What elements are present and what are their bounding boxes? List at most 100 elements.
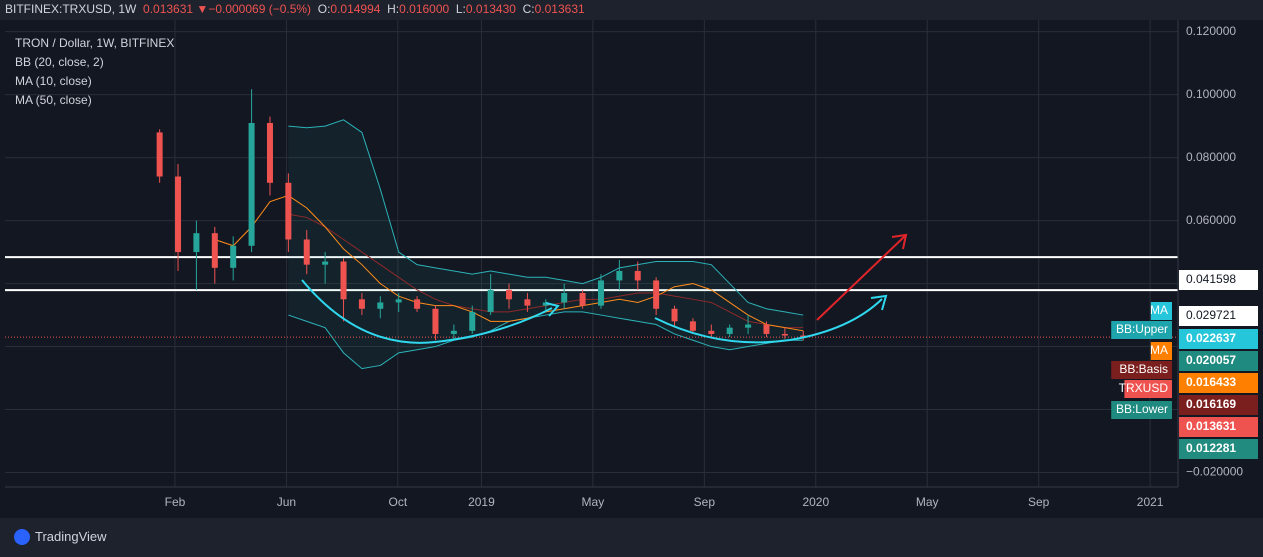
y-tick-label: 0.060000 [1186, 213, 1236, 227]
axis-value-tag [1179, 306, 1258, 326]
candle-body [156, 132, 163, 177]
indicator-line [214, 194, 804, 332]
axis-value-tag [1179, 373, 1258, 393]
open: 0.014994 [330, 2, 381, 16]
candle-body [285, 182, 292, 240]
arrow-head [891, 233, 908, 250]
axis-name-tag [1111, 361, 1172, 379]
candle-body [340, 261, 347, 300]
x-tick-label: Jun [277, 495, 296, 509]
axis-name-label: MA [1150, 303, 1168, 317]
change: −0.000069 (−0.5%) [208, 2, 312, 16]
candle-body [358, 299, 365, 309]
axis-name-tag [1111, 401, 1172, 419]
high: 0.016000 [399, 2, 450, 16]
axis-value-label: 0.016169 [1186, 397, 1236, 411]
candle-body [487, 289, 494, 312]
legend: TRON / Dollar, 1W, BITFINEX BB (20, clos… [15, 34, 174, 110]
candle-body [524, 299, 531, 306]
high-label: H: [387, 2, 400, 16]
legend-item: BB (20, close, 2) [15, 55, 104, 69]
candle-body [211, 233, 218, 268]
axis-name-tag [1150, 342, 1172, 360]
axis-value-label: 0.041598 [1186, 272, 1236, 286]
symbol-header: BITFINEX:TRXUSD, 1W 0.013631 ▼−0.000069 … [5, 2, 585, 16]
x-tick-label: Oct [389, 495, 408, 509]
axis-value-tag [1179, 351, 1258, 371]
x-tick-label: 2021 [1137, 495, 1164, 509]
axis-value-label: 0.013631 [1186, 419, 1236, 433]
legend-item: MA (50, close) [15, 93, 92, 107]
axis-value-tag [1179, 439, 1258, 459]
candle-body [726, 327, 733, 334]
candle-body [781, 333, 788, 336]
candle-body [266, 122, 273, 183]
change-arrow: ▼ [196, 2, 209, 16]
candle-body [634, 270, 641, 281]
candle-body [414, 299, 421, 309]
low-label: L: [455, 2, 466, 16]
y-tick-label: −0.020000 [1186, 465, 1243, 479]
last-price: 0.013631 [143, 2, 194, 16]
axis-name-label: TRXUSD [1119, 381, 1169, 395]
grid [5, 20, 1178, 487]
candle-body [230, 245, 237, 268]
x-tick-label: Sep [1028, 495, 1050, 509]
candle-body [322, 261, 329, 265]
y-tick-label: 0.120000 [1186, 24, 1236, 38]
arrow-head [545, 302, 560, 317]
candle-body [303, 239, 310, 265]
axis-value-tag [1179, 329, 1258, 349]
bottom-bar [0, 518, 1263, 557]
axis-name-label: BB:Lower [1116, 402, 1168, 416]
candle-body [193, 233, 200, 253]
axis-value-label: 0.029721 [1186, 308, 1236, 322]
x-tick-label: Sep [694, 495, 716, 509]
candle-body [506, 289, 513, 300]
candle-body [708, 330, 715, 334]
indicator-line [288, 119, 804, 316]
y-tick-label: 0.080000 [1186, 150, 1236, 164]
candle-body [377, 302, 384, 309]
candle-body [597, 280, 604, 306]
axis-value-tag [1179, 270, 1258, 290]
close: 0.013631 [534, 2, 585, 16]
x-tick-label: 2019 [468, 495, 495, 509]
y-tick-label: 0.100000 [1186, 87, 1236, 101]
annotations [5, 20, 1179, 545]
candle-body [248, 122, 255, 246]
plot [5, 89, 1178, 370]
logo [14, 529, 30, 545]
trend-arrow [816, 235, 906, 321]
top-bar [0, 0, 1263, 20]
legend-item: TRON / Dollar, 1W, BITFINEX [15, 36, 175, 50]
x-tick-label: May [582, 495, 605, 509]
candle-body [653, 280, 660, 309]
axis-name-tag [1124, 380, 1172, 398]
axis-name-label: MA [1150, 343, 1168, 357]
candle-body [616, 270, 623, 281]
cup-curve [654, 298, 883, 344]
arrow-head [870, 294, 888, 311]
candle-body [800, 335, 807, 338]
candle-body [432, 308, 439, 334]
x-tick-label: May [916, 495, 939, 509]
x-tick-label: Feb [165, 495, 186, 509]
indicator-line [288, 311, 804, 370]
axis-value-tag [1179, 395, 1258, 415]
cup-curve [301, 279, 553, 344]
close-label: C: [522, 2, 535, 16]
axis-value-label: 0.012281 [1186, 441, 1236, 455]
candle-body [745, 324, 752, 328]
axis-value-label: 0.016433 [1186, 375, 1236, 389]
candle-body [395, 299, 402, 303]
candle-body [469, 311, 476, 331]
open-label: O: [317, 2, 331, 16]
symbol: BITFINEX:TRXUSD, 1W [5, 2, 137, 16]
price-tags: MA BB:Upper MA BB:Basis TRXUSD BB:Lower 0.0415… [1111, 270, 1258, 459]
candle-body [450, 330, 457, 334]
axis-value-tag [1179, 417, 1258, 437]
candle-body [579, 293, 586, 306]
